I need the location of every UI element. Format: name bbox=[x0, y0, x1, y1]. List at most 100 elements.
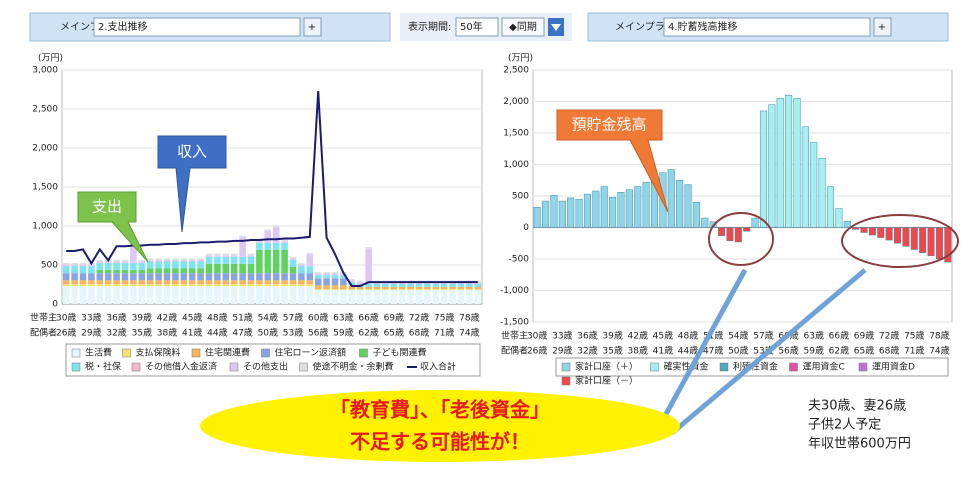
period-value: 50年 bbox=[460, 20, 483, 33]
legend-swatch bbox=[191, 348, 201, 358]
bar bbox=[96, 261, 104, 264]
bar bbox=[130, 284, 137, 287]
bar bbox=[138, 273, 146, 281]
bar bbox=[323, 273, 330, 276]
legend-label: その他借入金返済 bbox=[145, 361, 217, 373]
y-axis-unit: (万円) bbox=[38, 53, 63, 64]
bar bbox=[340, 275, 347, 279]
bar bbox=[79, 280, 87, 285]
bar bbox=[306, 273, 314, 281]
savings-callout-text: 預貯金残高 bbox=[571, 116, 646, 134]
bar bbox=[289, 256, 297, 259]
bar bbox=[113, 286, 120, 304]
bar bbox=[188, 261, 196, 269]
x-tick-label: 50歳 bbox=[258, 327, 278, 339]
bar bbox=[726, 227, 734, 241]
bar bbox=[818, 157, 826, 228]
bar bbox=[146, 258, 154, 260]
y-tick-label: 0 bbox=[52, 300, 58, 310]
x-tick-label: 74歳 bbox=[929, 345, 949, 357]
bar bbox=[130, 273, 137, 281]
bar bbox=[935, 227, 943, 260]
bar bbox=[600, 186, 608, 228]
bar bbox=[331, 289, 339, 304]
plan-select[interactable] bbox=[93, 17, 301, 37]
bar bbox=[71, 264, 78, 267]
bar bbox=[289, 258, 297, 260]
bar bbox=[373, 286, 381, 290]
bar bbox=[146, 280, 154, 285]
sync-button[interactable] bbox=[501, 17, 545, 37]
bar bbox=[365, 289, 372, 290]
bar bbox=[382, 289, 389, 304]
period-select[interactable] bbox=[455, 17, 499, 37]
bar bbox=[256, 242, 263, 250]
x-tick-label: 50歳 bbox=[728, 345, 748, 357]
bar bbox=[239, 237, 246, 257]
bar bbox=[188, 286, 196, 304]
bar bbox=[910, 227, 918, 250]
bar bbox=[348, 289, 356, 304]
bar bbox=[180, 268, 188, 274]
bar bbox=[474, 289, 482, 304]
bar bbox=[634, 186, 642, 228]
bar bbox=[62, 280, 70, 285]
bar bbox=[96, 270, 104, 274]
bar bbox=[348, 279, 356, 281]
bar bbox=[331, 273, 339, 276]
sync-label: ◆同期 bbox=[509, 21, 537, 33]
y-tick-label: 2,000 bbox=[32, 144, 58, 154]
bar bbox=[197, 268, 204, 274]
add-icon: + bbox=[878, 22, 886, 33]
income-callout bbox=[157, 135, 227, 233]
bar bbox=[466, 289, 473, 304]
bar bbox=[298, 280, 305, 285]
bar bbox=[264, 231, 272, 243]
bar bbox=[373, 289, 381, 290]
add-button[interactable] bbox=[303, 17, 322, 37]
bar bbox=[533, 207, 541, 228]
x-tick-label: 68歳 bbox=[409, 327, 429, 339]
legend-swatch bbox=[71, 362, 81, 372]
x-tick-label: 54歳 bbox=[728, 330, 748, 342]
bar bbox=[919, 227, 927, 253]
bar bbox=[71, 273, 78, 281]
bar bbox=[852, 227, 860, 230]
bar bbox=[676, 180, 684, 228]
x-tick-label: 54歳 bbox=[258, 312, 278, 324]
add-button[interactable] bbox=[873, 17, 892, 37]
bar bbox=[62, 273, 70, 281]
x-tick-label: 26歳 bbox=[527, 345, 547, 357]
bar bbox=[373, 283, 381, 287]
bar bbox=[79, 264, 87, 267]
x-tick-label: 69歳 bbox=[384, 312, 404, 324]
bar bbox=[281, 249, 288, 274]
x-row-label: 配偶者 bbox=[501, 345, 528, 357]
bar bbox=[130, 286, 137, 304]
legend-label: 収入合計 bbox=[420, 361, 456, 373]
x-row-label: 配偶者 bbox=[30, 327, 57, 339]
x-tick-label: 71歳 bbox=[904, 345, 924, 357]
bar bbox=[188, 268, 196, 274]
bar bbox=[188, 258, 196, 260]
bar bbox=[356, 286, 364, 290]
bar bbox=[331, 289, 339, 290]
bar bbox=[197, 273, 204, 281]
legend-swatch bbox=[261, 348, 270, 358]
bar bbox=[415, 286, 423, 290]
plan-select[interactable] bbox=[663, 17, 871, 37]
bar bbox=[306, 286, 314, 304]
bar bbox=[835, 208, 843, 228]
bar bbox=[155, 258, 162, 260]
bar bbox=[205, 255, 213, 257]
bar bbox=[230, 286, 238, 304]
bar bbox=[398, 283, 406, 287]
bar bbox=[230, 273, 238, 281]
bar bbox=[272, 284, 280, 287]
bar bbox=[180, 286, 188, 304]
bar bbox=[214, 255, 221, 257]
bar bbox=[877, 227, 885, 238]
bar bbox=[172, 280, 179, 285]
y-tick-label: 2,500 bbox=[503, 66, 529, 76]
bar bbox=[894, 227, 902, 244]
